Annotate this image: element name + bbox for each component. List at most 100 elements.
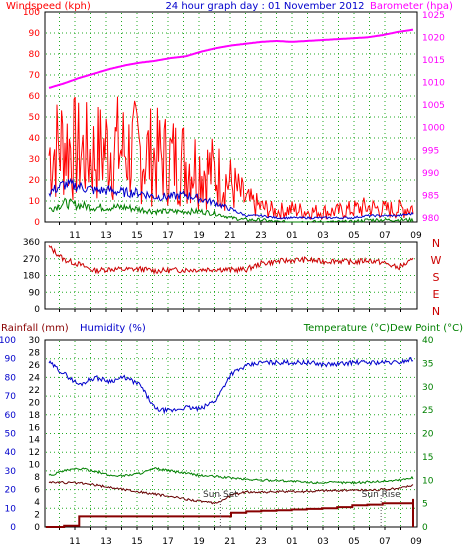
humidity-y-label: 10 (5, 504, 17, 514)
humidity-axis-label: Humidity (%) (80, 323, 146, 334)
dir-label-n-top: N (432, 237, 440, 250)
humidity-y-label: 0 (10, 523, 16, 533)
chart-title: 24 hour graph day : 01 November 2012 (165, 1, 364, 12)
wind-x-label: 23 (255, 231, 266, 241)
rainfall-y-label: 0 (34, 523, 40, 533)
windspeed-axis-label: Windspeed (kph) (6, 1, 91, 12)
humidity-y-label: 50 (5, 430, 17, 440)
humidity-y-label: 60 (5, 411, 17, 421)
baro-y-label: 1015 (422, 56, 445, 66)
rainfall-axis-label: Rainfall (mm) (1, 323, 69, 334)
direction-y-label: 270 (23, 255, 40, 265)
humidity-y-label: 70 (5, 392, 17, 402)
humidity-line (48, 356, 414, 415)
climate-x-label: 17 (162, 537, 173, 547)
wind-y-label: 50 (29, 113, 41, 123)
rainfall-y-label: 8 (34, 473, 40, 483)
wind-y-label: 90 (29, 29, 41, 39)
climate-x-label: 03 (317, 537, 328, 547)
wind-y-label: 10 (29, 197, 41, 207)
temperature-y-label: 15 (422, 453, 433, 463)
rainfall-y-label: 4 (34, 498, 40, 508)
humidity-y-label: 30 (5, 467, 17, 477)
wind-average-line (48, 177, 414, 220)
direction-y-label: 180 (23, 272, 40, 282)
wind-x-label: 17 (162, 231, 173, 241)
wind-y-label: 0 (34, 218, 40, 228)
wind-x-label: 05 (348, 231, 359, 241)
rainfall-y-label: 26 (29, 361, 41, 371)
climate-x-label: 11 (69, 537, 80, 547)
rainfall-y-label: 30 (29, 336, 41, 346)
rainfall-y-label: 22 (29, 386, 40, 396)
rainfall-y-label: 12 (29, 448, 40, 458)
wind-x-label: 09 (410, 231, 422, 241)
wind-low-line (48, 197, 414, 223)
baro-y-label: 980 (422, 214, 439, 224)
climate-panel-frame (44, 339, 418, 528)
temperature-y-label: 10 (422, 476, 434, 486)
humidity-y-label: 40 (5, 448, 17, 458)
temperature-y-label: 20 (422, 430, 434, 440)
direction-y-label: 90 (29, 288, 41, 298)
wind-y-label: 60 (29, 92, 41, 102)
wind-x-label: 11 (69, 231, 80, 241)
sunset-label: Sun Set (203, 490, 238, 500)
wind-y-label: 70 (29, 71, 41, 81)
wind-x-label: 19 (193, 231, 205, 241)
climate-x-label: 23 (255, 537, 266, 547)
rainfall-line (46, 498, 414, 528)
humidity-y-label: 80 (5, 373, 17, 383)
wind-y-label: 40 (29, 134, 41, 144)
wind-direction-line (48, 245, 414, 275)
temperature-y-label: 40 (422, 336, 434, 346)
temperature-line (48, 467, 414, 485)
temperature-y-label: 5 (422, 500, 428, 510)
direction-y-label: 360 (23, 238, 40, 248)
rainfall-y-label: 16 (29, 423, 41, 433)
temperature-axis-label: Temperature (°C)Dew Point (°C) (303, 323, 463, 334)
baro-y-label: 995 (422, 146, 439, 156)
baro-y-label: 1025 (422, 11, 445, 21)
sunrise-label: Sun Rise (362, 490, 401, 500)
climate-x-label: 05 (348, 537, 359, 547)
climate-x-label: 21 (224, 537, 235, 547)
wind-x-label: 21 (224, 231, 235, 241)
temperature-y-label: 25 (422, 406, 433, 416)
baro-y-label: 990 (422, 169, 439, 179)
wind-y-label: 20 (29, 176, 41, 186)
wind-y-label: 100 (23, 8, 40, 18)
baro-y-label: 985 (422, 191, 439, 201)
rainfall-y-label: 10 (29, 461, 41, 471)
rainfall-y-label: 6 (34, 486, 40, 496)
climate-x-label: 07 (379, 537, 390, 547)
temperature-y-label: 35 (422, 359, 433, 369)
wind-gust-line (48, 96, 414, 221)
climate-x-label: 19 (193, 537, 205, 547)
dir-label-s: S (433, 271, 440, 284)
barometer-axis-label: Barometer (hpa) (370, 1, 453, 12)
baro-y-label: 1000 (422, 124, 445, 134)
rainfall-y-label: 20 (29, 398, 41, 408)
wind-x-label: 13 (100, 231, 111, 241)
climate-x-label: 13 (100, 537, 111, 547)
dir-label-e: E (433, 288, 440, 301)
direction-panel-frame (44, 241, 418, 310)
humidity-y-label: 100 (0, 336, 16, 346)
rainfall-y-label: 28 (29, 348, 41, 358)
dir-label-n-bottom: N (432, 305, 440, 318)
wind-panel-frame (44, 11, 418, 223)
rainfall-y-label: 18 (29, 411, 41, 421)
climate-x-label: 01 (286, 537, 297, 547)
barometer-line (48, 28, 414, 89)
rainfall-y-label: 24 (29, 373, 41, 383)
wind-y-label: 30 (29, 155, 41, 165)
wind-y-label: 80 (29, 50, 41, 60)
temperature-y-label: 30 (422, 383, 434, 393)
wind-x-label: 03 (317, 231, 328, 241)
rainfall-y-label: 2 (34, 511, 40, 521)
climate-x-label: 15 (131, 537, 142, 547)
baro-y-label: 1020 (422, 33, 445, 43)
wind-x-label: 15 (131, 231, 142, 241)
